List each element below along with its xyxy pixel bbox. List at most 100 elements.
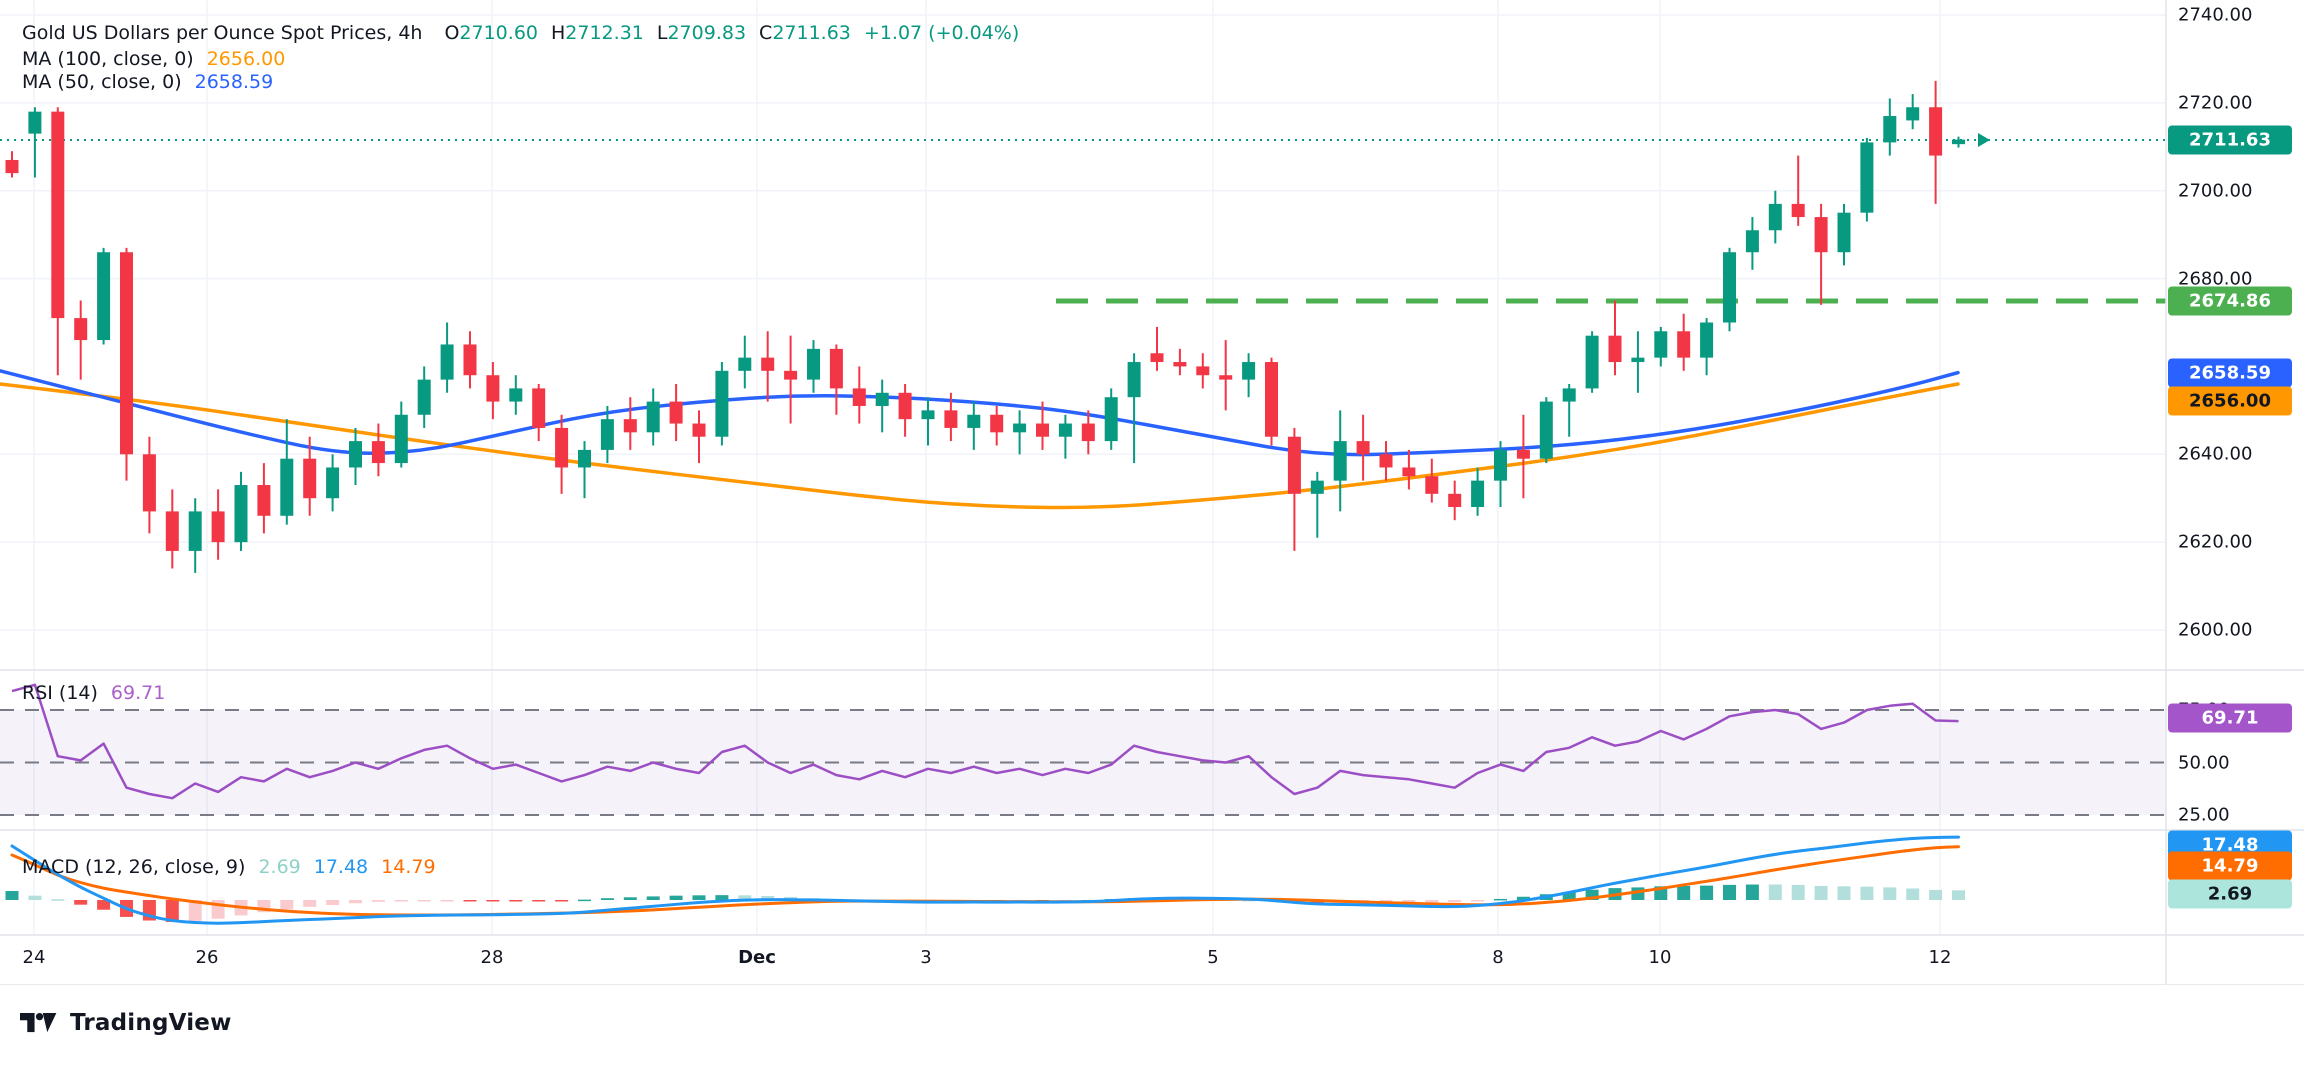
candle[interactable] [715,370,729,437]
candle[interactable] [280,458,294,516]
ma100-label[interactable]: MA (100, close, 0) [22,48,194,70]
candle[interactable] [1677,331,1691,358]
candle[interactable] [1150,353,1164,363]
candle[interactable] [440,344,454,380]
candle[interactable] [1654,331,1668,358]
candle[interactable] [784,370,798,380]
candle[interactable] [1173,362,1187,367]
ma50-label[interactable]: MA (50, close, 0) [22,71,182,93]
candle[interactable] [898,392,912,420]
macd-label[interactable]: MACD (12, 26, close, 9) [22,856,246,878]
time-scale[interactable]: 24 26 28 Dec 3 5 8 10 12 [0,935,2304,985]
candle[interactable] [990,414,1004,433]
candle[interactable] [1196,366,1210,376]
rsi-label[interactable]: RSI (14) [22,682,98,704]
candle[interactable] [1837,212,1851,253]
ma100-value: 2656.00 [206,48,286,70]
candle[interactable] [1516,449,1530,459]
candle[interactable] [852,388,866,406]
candle[interactable] [829,348,843,389]
price-scale[interactable]: 2740.00 2720.00 2700.00 2680.00 2640.00 2620.… [2166,0,2304,985]
candle[interactable] [1127,362,1141,398]
candle[interactable] [1952,139,1965,145]
symbol-title[interactable]: Gold US Dollars per Ounce Spot Prices, 4… [22,22,423,44]
chart-panes[interactable] [0,0,2304,985]
candle[interactable] [1562,388,1576,402]
candle[interactable] [97,252,111,341]
candle[interactable] [1494,449,1507,481]
candle[interactable] [967,414,981,428]
candle[interactable] [1814,217,1828,253]
candle[interactable] [761,357,775,371]
candle[interactable] [555,427,569,468]
candle[interactable] [1631,357,1645,363]
candle[interactable] [807,348,820,380]
candle[interactable] [1242,362,1256,380]
candle[interactable] [5,159,19,174]
ohlc-label: L [656,22,668,44]
candle[interactable] [417,379,431,415]
candle[interactable] [578,449,591,468]
candle[interactable] [326,467,340,499]
candle[interactable] [669,401,683,424]
candle[interactable] [1379,454,1393,468]
candle[interactable] [1081,423,1095,442]
candle[interactable] [532,388,546,428]
candle[interactable] [1265,362,1278,437]
candle[interactable] [1356,441,1370,455]
candle[interactable] [51,111,65,319]
candle[interactable] [1013,423,1027,433]
candle[interactable] [623,419,637,433]
candle[interactable] [463,344,477,376]
candle[interactable] [1906,107,1920,121]
candle[interactable] [921,410,935,420]
candle[interactable] [1585,335,1599,389]
candle[interactable] [1310,480,1324,494]
candle[interactable] [509,388,523,402]
candle[interactable] [1104,397,1118,442]
candle[interactable] [28,111,42,134]
candle[interactable] [944,410,958,428]
candle[interactable] [1768,203,1782,231]
candle[interactable] [1723,252,1736,323]
candle[interactable] [692,423,706,437]
candle[interactable] [234,485,248,543]
candle[interactable] [1036,423,1049,437]
candle[interactable] [1425,476,1439,494]
candle[interactable] [1745,230,1759,253]
candle[interactable] [1448,493,1462,508]
tradingview-attribution[interactable]: TradingView [20,1003,232,1043]
candle[interactable] [142,454,156,512]
candle[interactable] [371,441,385,464]
candle[interactable] [1608,335,1622,363]
candle[interactable] [257,485,271,516]
candle[interactable] [211,511,225,543]
candle[interactable] [1791,203,1805,218]
candle[interactable] [486,375,500,402]
axis-badge: 14.79 [2168,851,2292,881]
candle[interactable] [1860,142,1874,213]
candle[interactable] [646,401,660,433]
candle[interactable] [303,458,317,499]
candle[interactable] [1333,441,1347,481]
candle[interactable] [349,441,362,468]
candle[interactable] [1471,480,1485,508]
candle[interactable] [1287,436,1301,494]
candle[interactable] [738,357,752,371]
candle[interactable] [165,511,179,551]
axis-badge: 2658.59 [2168,358,2292,388]
candle[interactable] [120,252,133,455]
rsi-value: 69.71 [110,682,166,704]
candle[interactable] [74,318,88,341]
candle[interactable] [188,511,202,551]
candle[interactable] [394,414,408,464]
candle[interactable] [1058,423,1072,437]
candle[interactable] [1219,375,1233,380]
candle[interactable] [875,392,889,406]
candle[interactable] [600,419,614,450]
candle[interactable] [1402,467,1416,477]
candle[interactable] [1539,401,1553,459]
candle[interactable] [1700,322,1714,358]
candle[interactable] [1883,116,1897,143]
candle[interactable] [1929,107,1943,156]
